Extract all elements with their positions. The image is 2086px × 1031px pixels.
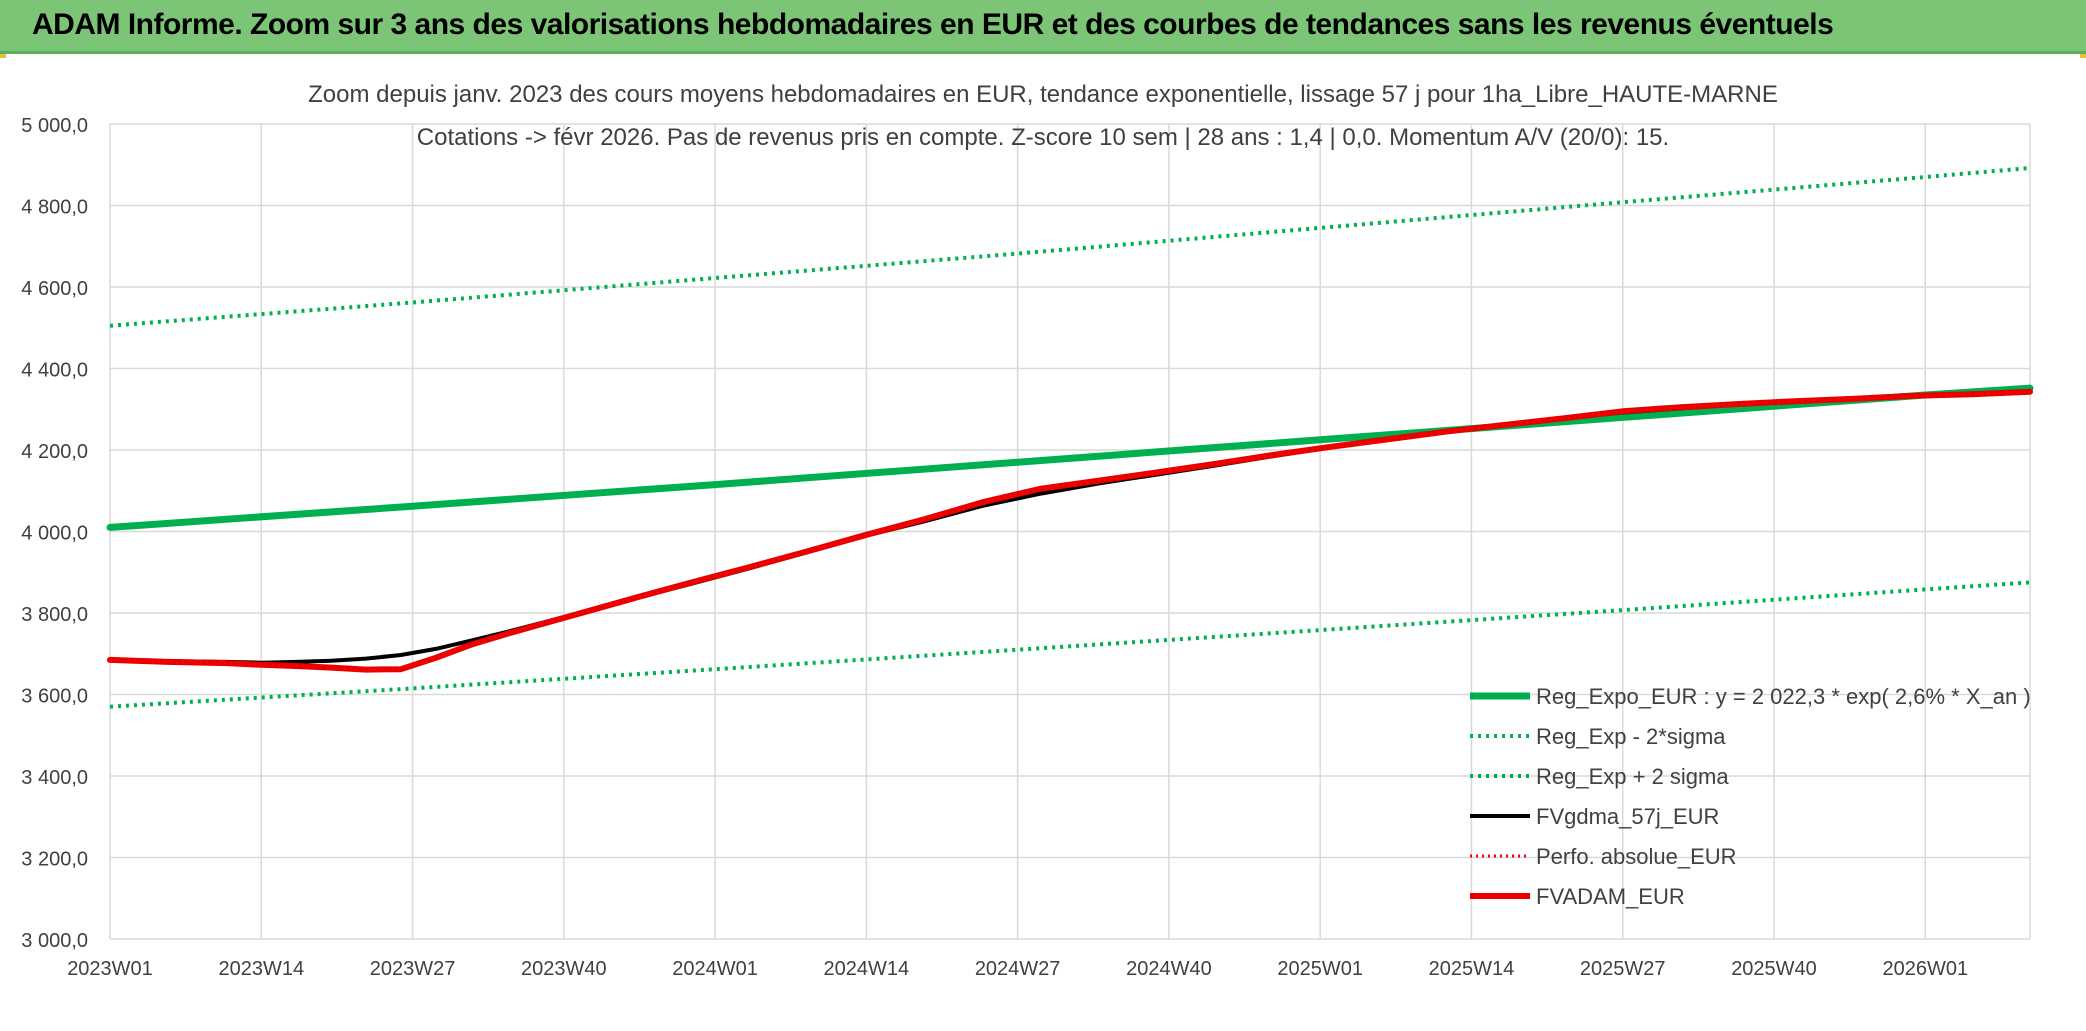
- x-tick-label: 2023W14: [218, 958, 304, 980]
- legend-label: FVADAM_EUR: [1536, 884, 1685, 909]
- y-tick-label: 3 400,0: [21, 767, 88, 789]
- grid: [109, 123, 2031, 940]
- x-tick-label: 2024W27: [975, 958, 1061, 980]
- x-tick-label: 2024W14: [824, 958, 910, 980]
- legend-label: Reg_Exp - 2*sigma: [1536, 724, 1726, 749]
- y-tick-label: 4 600,0: [21, 278, 88, 300]
- x-tick-label: 2025W14: [1429, 958, 1515, 980]
- series-line-2: [109, 580, 2031, 709]
- series-line-1: [106, 384, 2034, 531]
- corner-mark-right: [2080, 54, 2086, 58]
- series-line-5: [109, 390, 2031, 672]
- x-tick-label: 2026W01: [1882, 958, 1968, 980]
- x-tick-label: 2024W01: [672, 958, 758, 980]
- x-tick-label: 2023W01: [67, 958, 153, 980]
- legend-label: Perfo. absolue_EUR: [1536, 844, 1737, 869]
- x-tick-label: 2025W01: [1277, 958, 1363, 980]
- series-line-6: [107, 388, 2033, 673]
- x-tick-label: 2023W27: [370, 958, 456, 980]
- legend-label: FVgdma_57j_EUR: [1536, 804, 1719, 829]
- x-tick-label: 2024W40: [1126, 958, 1212, 980]
- x-tick-label: 2025W27: [1580, 958, 1666, 980]
- y-tick-label: 3 000,0: [21, 930, 88, 952]
- y-tick-label: 5 000,0: [21, 115, 88, 137]
- legend-label: Reg_Exp + 2 sigma: [1536, 764, 1729, 789]
- y-tick-label: 4 000,0: [21, 523, 88, 545]
- report-title: ADAM Informe. Zoom sur 3 ans des valoris…: [32, 8, 1834, 41]
- report-banner: ADAM Informe. Zoom sur 3 ans des valoris…: [0, 0, 2086, 54]
- legend-label: Reg_Expo_EUR : y = 2 022,3 * exp( 2,6% *…: [1536, 684, 2031, 709]
- chart-subtitle: Cotations -> févr 2026. Pas de revenus p…: [417, 124, 1669, 151]
- y-tick-label: 4 400,0: [21, 360, 88, 382]
- y-tick-label: 4 200,0: [21, 441, 88, 463]
- line-chart: 5 000,0 4 800,0 4 600,0 4 400,0 4 200,0 4 000…: [21, 81, 2034, 980]
- series-line-4: [108, 388, 2032, 665]
- x-tick-label: 2025W40: [1731, 958, 1817, 980]
- corner-mark-left: [0, 54, 6, 58]
- y-tick-label: 4 800,0: [21, 197, 88, 219]
- axis-labels: 5 000,0 4 800,0 4 600,0 4 400,0 4 200,0 4 000…: [21, 115, 1968, 980]
- y-tick-label: 3 200,0: [21, 849, 88, 871]
- legend: Reg_Expo_EUR : y = 2 022,3 * exp( 2,6% *…: [1470, 684, 2031, 909]
- chart-area: 5 000,0 4 800,0 4 600,0 4 400,0 4 200,0 4 000…: [0, 54, 2086, 1031]
- series-layer: [106, 166, 2034, 709]
- chart-title: Zoom depuis janv. 2023 des cours moyens …: [308, 81, 1778, 108]
- x-tick-label: 2023W40: [521, 958, 607, 980]
- y-tick-label: 3 600,0: [21, 686, 88, 708]
- y-tick-label: 3 800,0: [21, 604, 88, 626]
- series-line-3: [109, 166, 2031, 328]
